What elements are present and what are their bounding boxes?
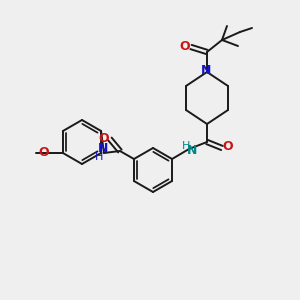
Text: N: N xyxy=(201,64,211,77)
Text: O: O xyxy=(39,146,49,158)
Text: N: N xyxy=(98,142,108,154)
Text: H: H xyxy=(182,141,190,151)
Text: N: N xyxy=(187,143,197,157)
Text: H: H xyxy=(95,152,103,162)
Text: O: O xyxy=(180,40,190,52)
Text: O: O xyxy=(99,131,109,145)
Text: O: O xyxy=(223,140,233,154)
